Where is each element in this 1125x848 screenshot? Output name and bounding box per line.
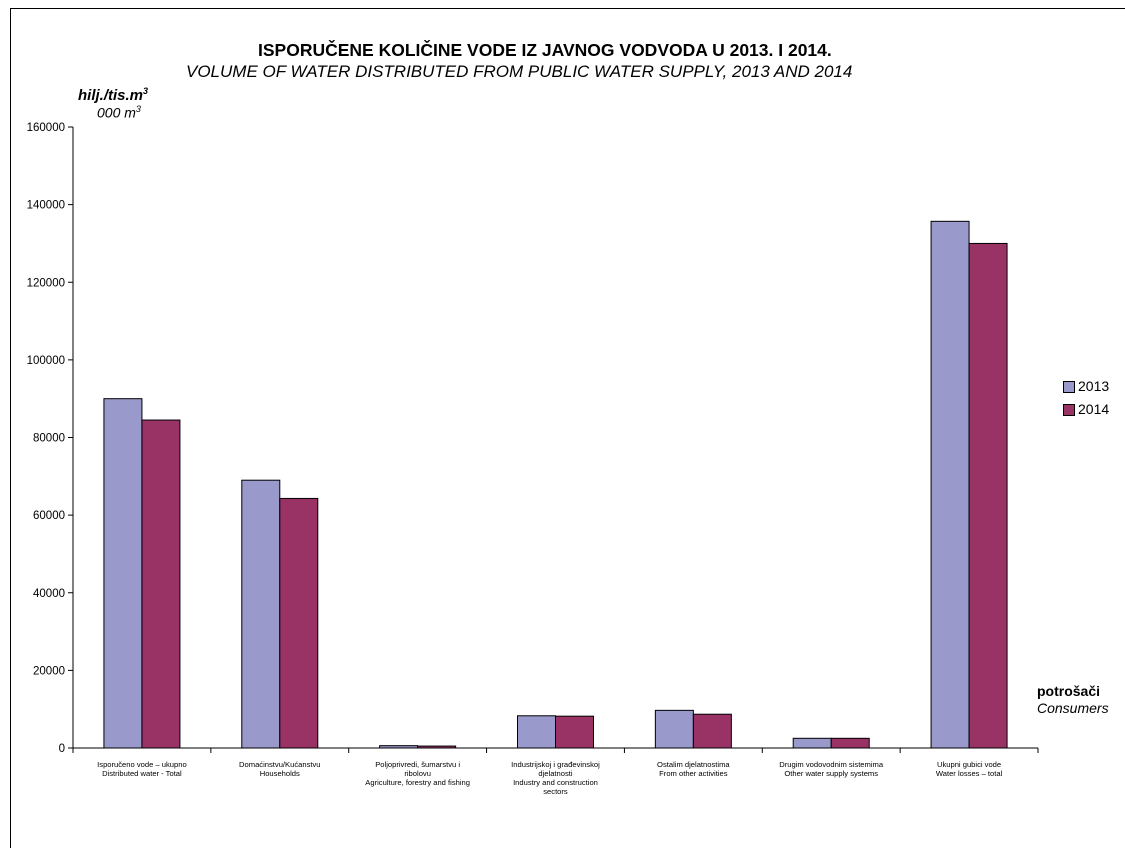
bar-2014-1 bbox=[279, 497, 319, 749]
bar-2013-1 bbox=[241, 479, 281, 749]
bar-2014-6 bbox=[968, 242, 1008, 749]
bar-2014-3 bbox=[555, 715, 594, 749]
x-tick-label-line: From other activities bbox=[659, 769, 728, 778]
x-tick-label: Poljoprivredi, šumarstvu i ribolovu Agricu… bbox=[348, 760, 488, 787]
x-tick-label-line: sectors bbox=[543, 787, 568, 796]
x-tick-label: Ukupni gubici vode Water losses – total bbox=[899, 760, 1039, 778]
y-axis-label-english: 000 m3 bbox=[97, 104, 141, 121]
bar-2013-2 bbox=[379, 745, 419, 749]
y-tick-label: 100000 bbox=[27, 355, 65, 367]
bar-2014-2 bbox=[417, 745, 457, 749]
y-axis-label-text: hilj./tis.m bbox=[78, 87, 144, 104]
x-tick-label-line: Ukupni gubici vode bbox=[936, 760, 1002, 769]
x-tick-label: Isporučeno vode – ukupno Distributed wate… bbox=[72, 760, 212, 778]
chart-frame bbox=[10, 8, 1125, 848]
bar-2013-5 bbox=[792, 737, 832, 749]
x-tick-label: Drugim vodovodnim sistemima Other water s… bbox=[761, 760, 901, 778]
x-tick-label-line: Domaćinstvu/Kućanstvu bbox=[239, 760, 321, 769]
x-tick-label-line: Industry and construction bbox=[513, 778, 598, 787]
chart-subtitle: VOLUME OF WATER DISTRIBUTED FROM PUBLIC … bbox=[186, 62, 853, 81]
x-tick-label-line: Distributed water - Total bbox=[102, 769, 182, 778]
bar-2013-0 bbox=[103, 398, 143, 749]
x-tick-label-line: djelatnosti bbox=[538, 769, 573, 778]
x-tick-label-line: Agriculture, forestry and fishing bbox=[365, 778, 470, 787]
chart-title: ISPORUČENE KOLIČINE VODE IZ JAVNOG VODVO… bbox=[258, 40, 832, 60]
bar-2013-4 bbox=[654, 709, 694, 749]
legend-item-2014: 2014 bbox=[1063, 398, 1109, 421]
legend-label-2013: 2013 bbox=[1078, 378, 1110, 394]
y-axis-label-english-sup: 3 bbox=[135, 104, 141, 114]
bar-2014-5 bbox=[830, 737, 870, 749]
x-tick-label-line: Industrijskoj i građevinskoj bbox=[511, 760, 600, 769]
x-tick-label-line: Ostalim djelatnostima bbox=[657, 760, 730, 769]
x-axis-title-english: Consumers bbox=[1037, 700, 1109, 716]
legend: 2013 2014 bbox=[1063, 375, 1109, 421]
x-tick-label-line: ribolovu bbox=[404, 769, 431, 778]
x-tick-label-line: Households bbox=[259, 769, 300, 778]
bar-2014-4 bbox=[692, 713, 732, 749]
bar-2014-0 bbox=[141, 419, 181, 749]
x-tick-label: Industrijskoj i građevinskoj djelatnosti I… bbox=[486, 760, 626, 796]
legend-swatch-2014 bbox=[1063, 403, 1075, 416]
x-tick-label-line: Other water supply systems bbox=[784, 769, 879, 778]
y-tick-label: 120000 bbox=[27, 277, 65, 289]
x-tick-label-line: Poljoprivredi, šumarstvu i bbox=[375, 760, 461, 769]
y-axis-label-sup: 3 bbox=[143, 86, 149, 96]
y-tick-label: 160000 bbox=[27, 122, 65, 134]
legend-label-2014: 2014 bbox=[1078, 401, 1110, 417]
y-tick-label: 140000 bbox=[27, 200, 65, 212]
legend-swatch-2013 bbox=[1063, 380, 1075, 393]
legend-item-2013: 2013 bbox=[1063, 375, 1109, 398]
bar-2013-6 bbox=[930, 220, 970, 749]
x-tick-label-line: Isporučeno vode – ukupno bbox=[97, 760, 187, 769]
x-axis-title: potrošači bbox=[1037, 683, 1101, 699]
y-tick-label: 80000 bbox=[33, 433, 65, 445]
x-tick-label: Domaćinstvu/Kućanstvu Households bbox=[210, 760, 350, 778]
x-tick-label-line: Water losses – total bbox=[935, 769, 1003, 778]
y-axis-label-english-text: 000 m bbox=[97, 104, 136, 121]
y-tick-label: 0 bbox=[59, 743, 65, 755]
x-tick-label-line: Drugim vodovodnim sistemima bbox=[779, 760, 884, 769]
x-tick-label: Ostalim djelatnostima From other activiti… bbox=[623, 760, 763, 778]
y-tick-label: 60000 bbox=[33, 510, 65, 522]
y-axis-label: hilj./tis.m3 bbox=[78, 86, 148, 104]
y-tick-label: 40000 bbox=[33, 588, 65, 600]
y-tick-label: 20000 bbox=[33, 665, 65, 677]
bar-2013-3 bbox=[517, 715, 556, 749]
